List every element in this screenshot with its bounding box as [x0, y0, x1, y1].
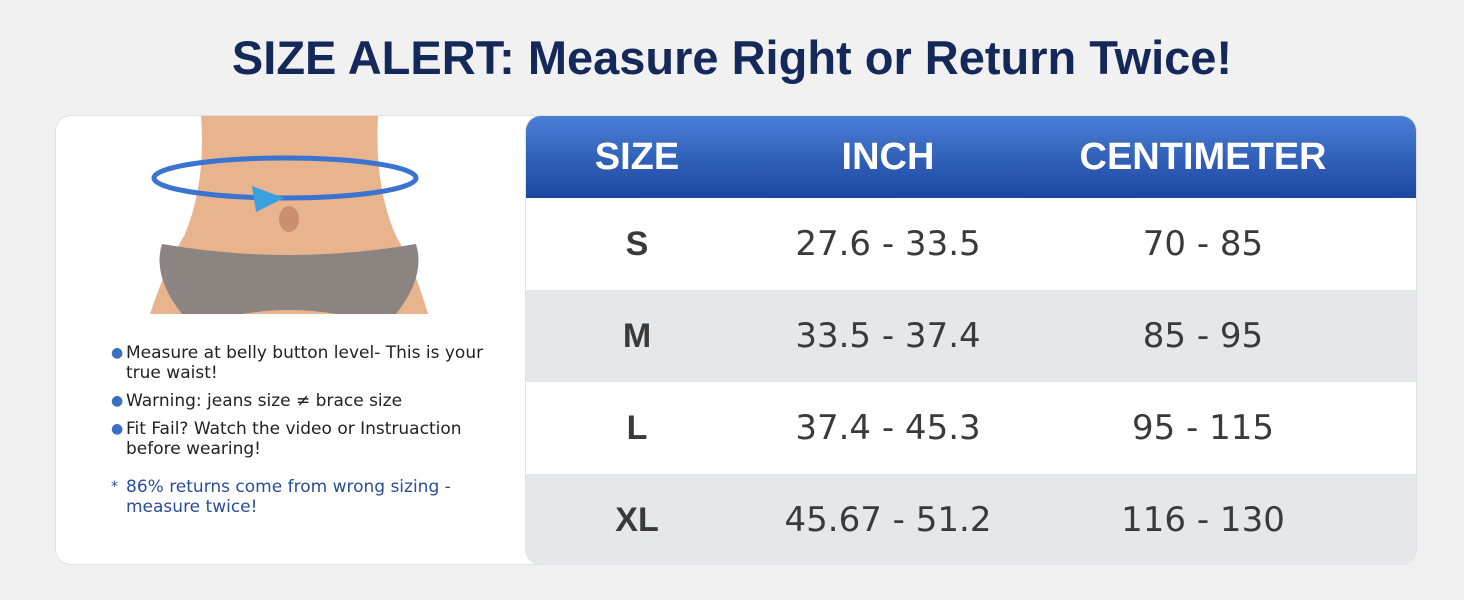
- table-header: SIZE INCH CENTIMETER: [526, 116, 1416, 198]
- table-cell: 116 - 130: [1121, 500, 1285, 540]
- table-cell: 45.67 - 51.2: [784, 500, 992, 540]
- tip: ● Measure at belly button level- This is …: [111, 343, 491, 383]
- tip-text: Warning: jeans size ≠ brace size: [126, 391, 403, 411]
- note: * 86% returns come from wrong sizing - me…: [111, 477, 491, 517]
- table-cell: 95 - 115: [1131, 408, 1275, 448]
- table-cell: 27.6 - 33.5: [795, 224, 981, 264]
- table-cell: 37.4 - 45.3: [795, 408, 981, 448]
- table-cell: XL: [615, 500, 659, 539]
- table-row: S 27.6 - 33.5 70 - 85: [526, 198, 1416, 290]
- tip-text: Fit Fail? Watch the video or Instruactio…: [126, 419, 462, 459]
- table-cell: 70 - 85: [1142, 224, 1264, 264]
- tip: ● Warning: jeans size ≠ brace size: [111, 391, 403, 411]
- table-row: M 33.5 - 37.4 85 - 95: [526, 290, 1416, 382]
- size-table: SIZE INCH CENTIMETER S 27.6 - 33.5 70 - 85…: [525, 115, 1417, 565]
- table-row: L 37.4 - 45.3 95 - 115: [526, 382, 1416, 474]
- column-header: CENTIMETER: [1079, 135, 1327, 178]
- column-header: SIZE: [594, 135, 680, 178]
- note-marker: *: [111, 479, 118, 495]
- table-cell: 85 - 95: [1142, 316, 1264, 356]
- waist-illustration: [150, 116, 428, 314]
- title: SIZE ALERT: Measure Right or Return Twic…: [231, 31, 1233, 84]
- tip-text: Measure at belly button level- This is y…: [126, 343, 484, 383]
- info-card: ● Measure at belly button level- This is …: [55, 115, 577, 565]
- column-header: INCH: [841, 135, 935, 178]
- table-cell: L: [626, 408, 648, 447]
- table-cell: S: [625, 224, 649, 263]
- tips: ● Measure at belly button level- This is …: [111, 343, 491, 517]
- note-text: 86% returns come from wrong sizing - mea…: [126, 477, 451, 517]
- table-body: S 27.6 - 33.5 70 - 85 M 33.5 - 37.4 85 - 95 L 3…: [526, 198, 1416, 564]
- tip: ● Fit Fail? Watch the video or Instruacti…: [111, 419, 491, 459]
- table-cell: M: [622, 316, 652, 355]
- table-row: XL 45.67 - 51.2 116 - 130: [526, 474, 1416, 564]
- table-cell: 33.5 - 37.4: [795, 316, 981, 356]
